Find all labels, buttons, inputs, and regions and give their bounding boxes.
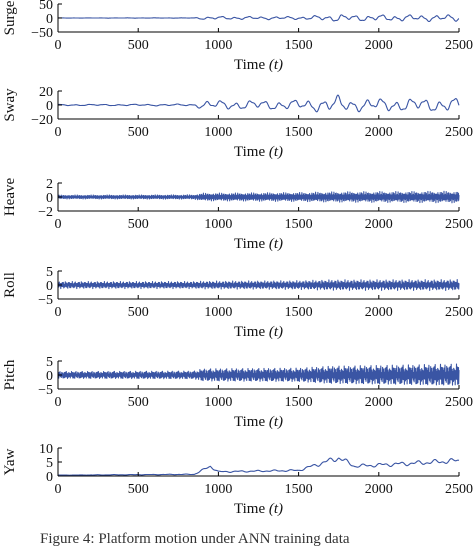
- x-tick-label: 1500: [285, 395, 313, 410]
- x-tick-label: 2000: [365, 217, 393, 232]
- x-tick-label: 1500: [285, 125, 313, 140]
- x-tick-label: 500: [128, 305, 149, 320]
- x-axis-label: Time (t): [234, 236, 283, 252]
- y-tick-label: 2: [46, 177, 53, 192]
- y-tick-label: 0: [46, 99, 53, 114]
- y-tick-label: 0: [46, 279, 53, 294]
- x-axis-label: Time (t): [234, 414, 283, 430]
- x-tick-label: 500: [128, 395, 149, 410]
- x-tick-label: 1500: [285, 217, 313, 232]
- x-tick-label: 2000: [365, 395, 393, 410]
- x-axis-label: Time (t): [234, 324, 283, 340]
- x-tick-label: 1500: [285, 482, 313, 497]
- x-tick-label: 1000: [204, 395, 232, 410]
- y-axis-label: Surge: [2, 0, 18, 35]
- y-tick-label: 5: [46, 355, 53, 370]
- series-line-yaw: [57, 457, 460, 476]
- y-axis-label: Pitch: [2, 359, 18, 390]
- x-tick-label: 1000: [204, 482, 232, 497]
- x-tick-label: 1500: [285, 38, 313, 53]
- x-tick-label: 1000: [204, 217, 232, 232]
- x-tick-label: 0: [55, 395, 62, 410]
- y-tick-label: 50: [39, 0, 53, 13]
- figure-caption: F‍igure 4: Platform motion under ANN tra…: [40, 531, 350, 547]
- x-tick-label: 2500: [445, 305, 473, 320]
- y-tick-label: 0: [46, 470, 53, 485]
- x-tick-label: 2500: [445, 395, 473, 410]
- y-axis-label: Heave: [2, 178, 18, 217]
- y-tick-label: −5: [38, 383, 53, 398]
- series-line-heave: [57, 190, 460, 204]
- x-tick-label: 2000: [365, 482, 393, 497]
- y-axis-label: Roll: [2, 272, 18, 298]
- x-tick-label: 2500: [445, 482, 473, 497]
- x-tick-label: 1500: [285, 305, 313, 320]
- y-tick-label: 5: [46, 456, 53, 471]
- y-tick-label: −2: [38, 205, 53, 220]
- x-tick-label: 2000: [365, 125, 393, 140]
- y-tick-label: 0: [46, 191, 53, 206]
- y-tick-label: −20: [31, 113, 53, 128]
- y-axis-label: Sway: [2, 88, 18, 122]
- y-tick-label: −5: [38, 293, 53, 308]
- x-tick-label: 0: [55, 305, 62, 320]
- series-line-pitch: [57, 363, 460, 386]
- x-tick-label: 1000: [204, 125, 232, 140]
- x-axis-label: Time (t): [234, 501, 283, 517]
- x-tick-label: 0: [55, 38, 62, 53]
- y-tick-label: 10: [39, 442, 53, 457]
- y-tick-label: 0: [46, 369, 53, 384]
- x-tick-label: 2000: [365, 38, 393, 53]
- series-line-roll: [57, 279, 460, 292]
- x-tick-label: 2000: [365, 305, 393, 320]
- x-tick-label: 2500: [445, 217, 473, 232]
- x-tick-label: 500: [128, 38, 149, 53]
- x-tick-label: 2500: [445, 125, 473, 140]
- x-tick-label: 1000: [204, 38, 232, 53]
- x-tick-label: 500: [128, 217, 149, 232]
- y-tick-label: −50: [31, 26, 53, 41]
- series-line-sway: [57, 94, 460, 113]
- x-axis-label: Time (t): [234, 57, 283, 73]
- x-tick-label: 0: [55, 482, 62, 497]
- x-tick-label: 500: [128, 125, 149, 140]
- series-line-surge: [57, 14, 460, 23]
- x-tick-label: 0: [55, 125, 62, 140]
- x-tick-label: 0: [55, 217, 62, 232]
- x-tick-label: 500: [128, 482, 149, 497]
- y-tick-label: 0: [46, 12, 53, 27]
- x-tick-label: 1000: [204, 305, 232, 320]
- x-tick-label: 2500: [445, 38, 473, 53]
- x-axis-label: Time (t): [234, 144, 283, 160]
- y-axis-label: Yaw: [2, 448, 18, 475]
- y-tick-label: 20: [39, 85, 53, 100]
- y-tick-label: 5: [46, 265, 53, 280]
